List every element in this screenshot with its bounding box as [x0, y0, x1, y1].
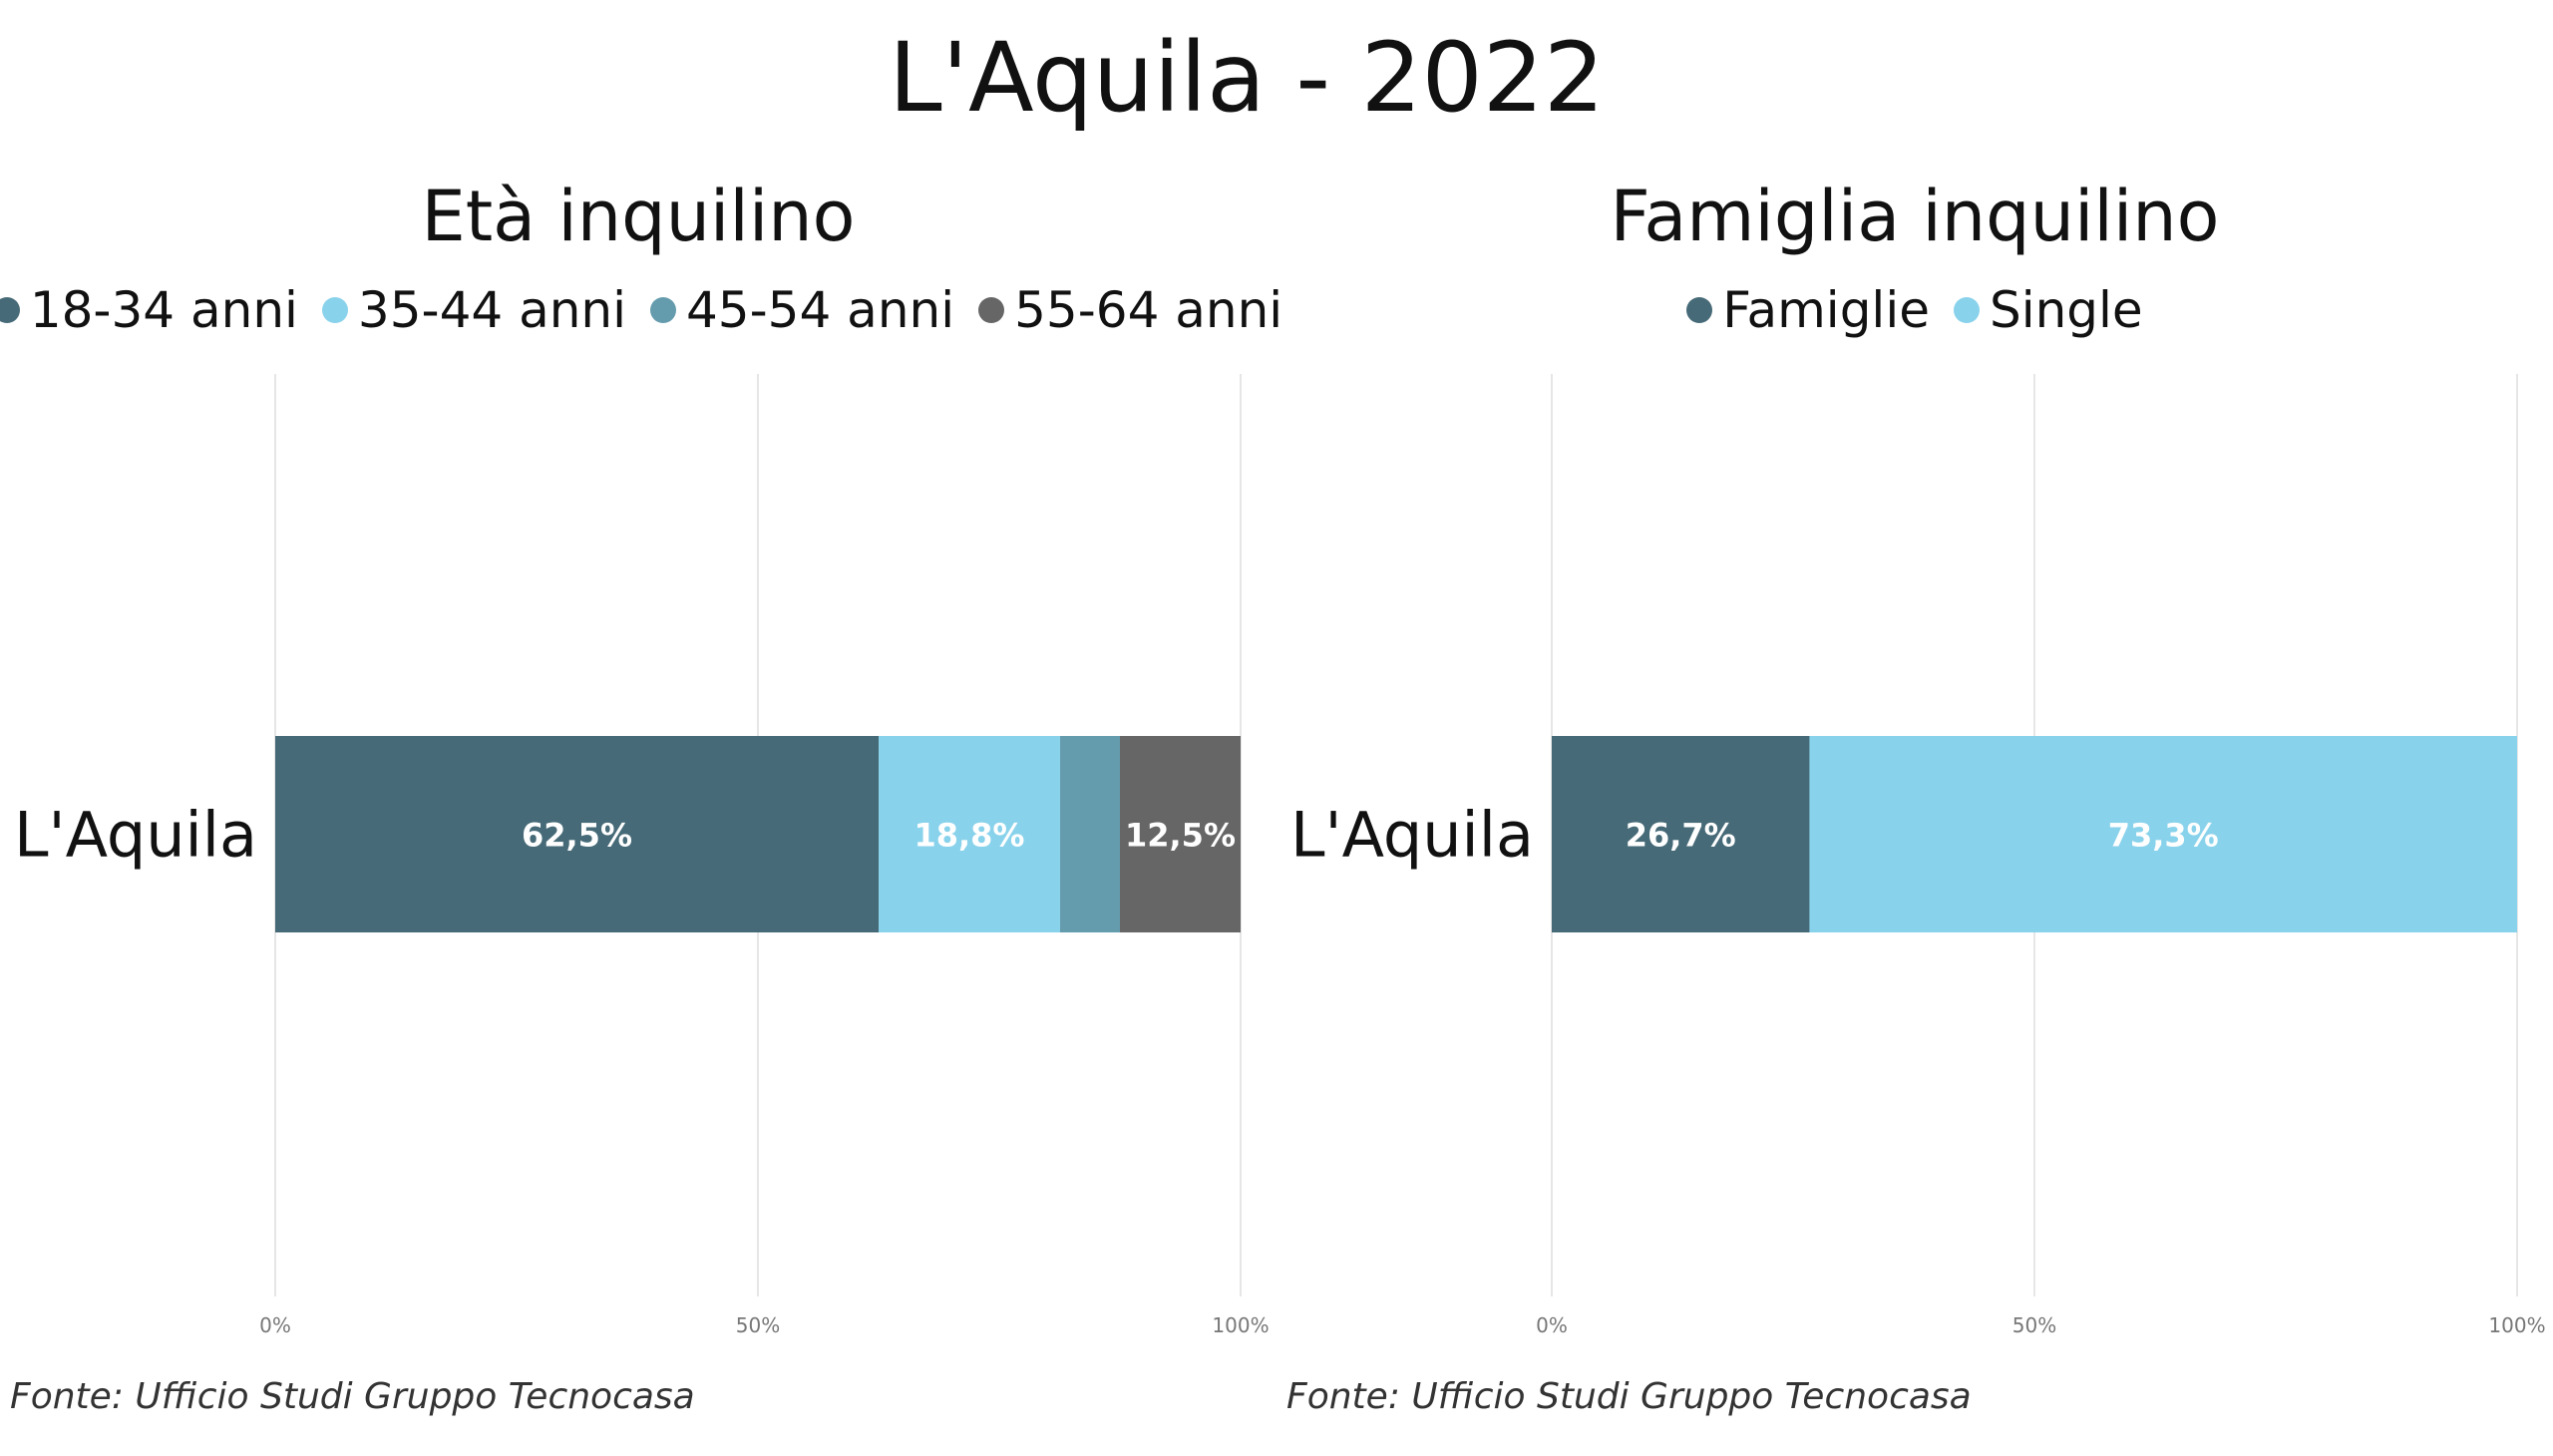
source-note: Fonte: Ufficio Studi Gruppo Tecnocasa	[10, 1376, 695, 1417]
chart-panel-eta: Età inquilino 18-34 anni 35-44 anni 45-5…	[0, 0, 1282, 1456]
legend-label: Single	[1989, 281, 2143, 339]
chart-title: Età inquilino	[421, 176, 856, 257]
category-label: L'Aquila	[14, 799, 257, 872]
legend-dot-icon	[1953, 297, 1980, 323]
legend-label: 18-34 anni	[29, 281, 298, 339]
legend-item-35-44[interactable]: 35-44 anni	[321, 281, 626, 339]
chart-title: Famiglia inquilino	[1610, 176, 2220, 257]
legend-dot-icon	[0, 297, 20, 323]
legend-item-18-34[interactable]: 18-34 anni	[0, 281, 298, 339]
bar-segment[interactable]	[1120, 736, 1241, 932]
source-note: Fonte: Ufficio Studi Gruppo Tecnocasa	[1286, 1376, 1972, 1417]
x-tick-label: 0%	[1536, 1313, 1568, 1337]
category-label: L'Aquila	[1290, 799, 1534, 872]
data-label: 12,5%	[1125, 817, 1236, 855]
chart-plot-eta: 0% 50% 100% L'Aquila 62,5% 18,8% 12,5%	[14, 374, 1270, 1337]
legend-label: 45-54 anni	[686, 281, 955, 339]
x-tick-label: 50%	[2012, 1313, 2056, 1337]
legend: 18-34 anni 35-44 anni 45-54 anni 55-64 a…	[0, 281, 1282, 339]
chart-plot-famiglia: 0% 50% 100% L'Aquila 26,7% 73,3%	[1290, 374, 2546, 1337]
legend-item-45-54[interactable]: 45-54 anni	[650, 281, 954, 339]
bar-segment[interactable]	[275, 736, 879, 932]
bar-segment[interactable]	[1059, 736, 1120, 932]
bar-segment[interactable]	[1552, 736, 1810, 932]
bar-segment[interactable]	[1809, 736, 2517, 932]
bar-segment[interactable]	[879, 736, 1060, 932]
legend-item-55-64[interactable]: 55-64 anni	[978, 281, 1282, 339]
data-label: 73,3%	[2108, 817, 2219, 855]
legend-label: Famiglie	[1722, 281, 1930, 339]
legend-dot-icon	[321, 297, 348, 323]
legend-dot-icon	[1686, 297, 1713, 323]
legend: Famiglie Single	[1276, 281, 2553, 339]
legend-item-single[interactable]: Single	[1953, 281, 2143, 339]
main-title: L'Aquila - 2022	[889, 22, 1605, 134]
chart-panel-famiglia: Famiglia inquilino Famiglie Single 0% 50%…	[1276, 0, 2553, 1456]
legend-label: 55-64 anni	[1014, 281, 1283, 339]
x-tick-label: 100%	[1212, 1313, 1269, 1337]
x-tick-label: 0%	[259, 1313, 291, 1337]
legend-label: 35-44 anni	[357, 281, 626, 339]
data-label: 26,7%	[1626, 817, 1736, 855]
x-tick-label: 50%	[736, 1313, 780, 1337]
legend-dot-icon	[650, 297, 676, 323]
data-label: 62,5%	[522, 817, 632, 855]
legend-item-famiglie[interactable]: Famiglie	[1686, 281, 1930, 339]
legend-dot-icon	[978, 297, 1005, 323]
data-label: 18,8%	[913, 817, 1024, 855]
x-tick-label: 100%	[2488, 1313, 2545, 1337]
